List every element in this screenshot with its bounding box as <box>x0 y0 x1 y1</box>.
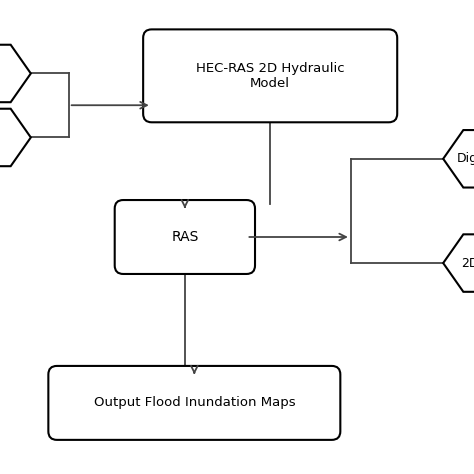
Text: 2D: 2D <box>461 256 474 270</box>
FancyBboxPatch shape <box>143 29 397 122</box>
Polygon shape <box>443 130 474 188</box>
Polygon shape <box>0 45 31 102</box>
FancyBboxPatch shape <box>115 200 255 274</box>
Text: Digi: Digi <box>457 152 474 165</box>
FancyBboxPatch shape <box>48 366 340 440</box>
Text: HEC-RAS 2D Hydraulic
Model: HEC-RAS 2D Hydraulic Model <box>196 62 345 90</box>
Polygon shape <box>443 234 474 292</box>
Text: RAS: RAS <box>171 230 199 244</box>
Text: Output Flood Inundation Maps: Output Flood Inundation Maps <box>93 396 295 410</box>
Polygon shape <box>0 109 31 166</box>
